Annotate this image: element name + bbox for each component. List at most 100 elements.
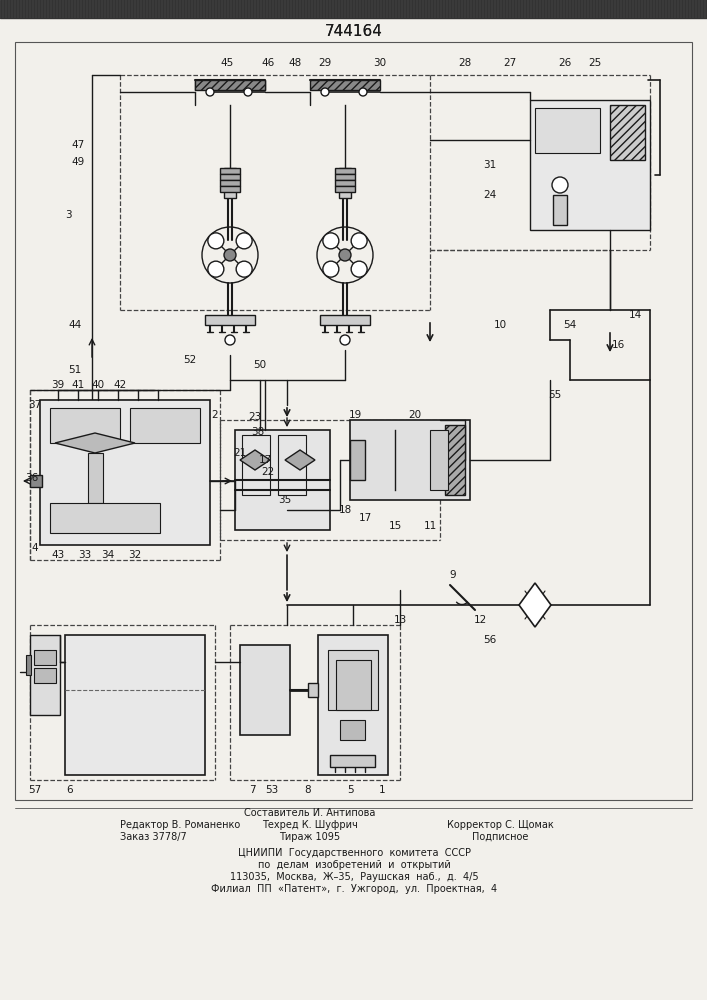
Text: 744164: 744164 — [325, 24, 383, 39]
Text: Тираж 1095: Тираж 1095 — [279, 832, 341, 842]
Circle shape — [244, 88, 252, 96]
Text: 27: 27 — [503, 58, 517, 68]
Text: 21: 21 — [233, 448, 247, 458]
Text: 45: 45 — [221, 58, 233, 68]
Bar — [205, 315, 255, 325]
Text: 56: 56 — [484, 635, 496, 645]
Circle shape — [351, 261, 367, 277]
Bar — [335, 180, 355, 186]
Text: 36: 36 — [25, 473, 39, 483]
Bar — [318, 635, 388, 775]
Text: 16: 16 — [612, 340, 624, 350]
Text: 54: 54 — [563, 320, 577, 330]
Text: 28: 28 — [458, 58, 472, 68]
Bar — [220, 180, 240, 186]
Circle shape — [359, 88, 367, 96]
Bar — [310, 80, 380, 90]
Bar — [610, 105, 645, 160]
Text: 744164: 744164 — [325, 24, 383, 39]
Circle shape — [206, 88, 214, 96]
Bar — [530, 100, 650, 230]
Circle shape — [224, 249, 236, 261]
Text: 35: 35 — [279, 495, 291, 505]
Text: Заказ 3778/7: Заказ 3778/7 — [120, 832, 187, 842]
Text: 26: 26 — [559, 58, 572, 68]
Bar — [88, 453, 103, 503]
Bar — [50, 503, 160, 533]
Bar — [553, 195, 567, 225]
Text: 1: 1 — [379, 785, 385, 795]
Text: 24: 24 — [484, 190, 496, 200]
Bar — [235, 430, 330, 530]
Bar — [339, 168, 351, 198]
Text: 19: 19 — [349, 410, 361, 420]
Text: 51: 51 — [69, 365, 81, 375]
Circle shape — [208, 233, 224, 249]
Bar — [224, 168, 236, 198]
Text: 23: 23 — [248, 412, 262, 422]
Text: 22: 22 — [262, 467, 274, 477]
Bar — [40, 400, 210, 545]
Circle shape — [323, 261, 339, 277]
Circle shape — [321, 88, 329, 96]
Polygon shape — [240, 450, 270, 470]
Text: 113035,  Москва,  Ж–35,  Раушская  наб.,  д.  4/5: 113035, Москва, Ж–35, Раушская наб., д. … — [230, 872, 479, 882]
Text: 37: 37 — [28, 400, 42, 410]
Bar — [445, 425, 465, 495]
Circle shape — [351, 233, 367, 249]
Bar — [240, 645, 290, 735]
Bar — [50, 408, 120, 443]
Circle shape — [552, 177, 568, 193]
Bar — [220, 174, 240, 180]
Text: 17: 17 — [358, 513, 372, 523]
Circle shape — [225, 335, 235, 345]
Text: 8: 8 — [305, 785, 311, 795]
Bar — [350, 420, 470, 500]
Bar — [320, 315, 370, 325]
Polygon shape — [285, 450, 315, 470]
Text: ЦНИИПИ  Государственного  комитета  СССР: ЦНИИПИ Государственного комитета СССР — [238, 848, 470, 858]
Circle shape — [236, 261, 252, 277]
Text: 31: 31 — [484, 160, 496, 170]
Bar — [195, 80, 265, 90]
Bar — [242, 435, 270, 495]
Text: 2: 2 — [211, 410, 218, 420]
Text: 34: 34 — [101, 550, 115, 560]
Text: 12: 12 — [474, 615, 486, 625]
Bar — [0, 0, 707, 18]
Bar — [220, 186, 240, 192]
Bar — [130, 408, 200, 443]
Text: 4: 4 — [32, 543, 38, 553]
Text: 52: 52 — [183, 355, 197, 365]
Bar — [26, 655, 31, 675]
Text: 38: 38 — [252, 427, 264, 437]
Bar — [335, 168, 355, 174]
Text: Филиал  ПП  «Патент»,  г.  Ужгород,  ул.  Проектная,  4: Филиал ПП «Патент», г. Ужгород, ул. Прое… — [211, 884, 497, 894]
Polygon shape — [519, 583, 551, 627]
Text: 7: 7 — [249, 785, 255, 795]
Text: 55: 55 — [549, 390, 561, 400]
Bar — [328, 650, 378, 710]
Bar — [340, 720, 365, 740]
Bar — [535, 108, 600, 153]
Text: 10: 10 — [493, 320, 506, 330]
Text: 20: 20 — [409, 410, 421, 420]
Bar — [278, 435, 306, 495]
Text: 18: 18 — [339, 505, 351, 515]
Text: 50: 50 — [253, 360, 267, 370]
Text: 11: 11 — [423, 521, 437, 531]
Text: 53: 53 — [265, 785, 279, 795]
Text: 48: 48 — [288, 58, 302, 68]
Bar — [34, 668, 56, 683]
Text: Подписное: Подписное — [472, 832, 528, 842]
Circle shape — [339, 249, 351, 261]
Text: Редактор В. Романенко: Редактор В. Романенко — [120, 820, 240, 830]
Text: по  делам  изобретений  и  открытий: по делам изобретений и открытий — [257, 860, 450, 870]
Bar — [430, 430, 448, 490]
Bar — [336, 660, 371, 710]
Text: 5: 5 — [346, 785, 354, 795]
Bar — [308, 683, 318, 697]
Bar — [30, 635, 60, 715]
Bar — [34, 650, 56, 665]
Circle shape — [208, 261, 224, 277]
